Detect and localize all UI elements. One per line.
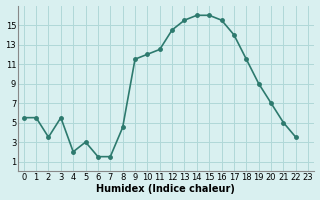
X-axis label: Humidex (Indice chaleur): Humidex (Indice chaleur) [97,184,236,194]
